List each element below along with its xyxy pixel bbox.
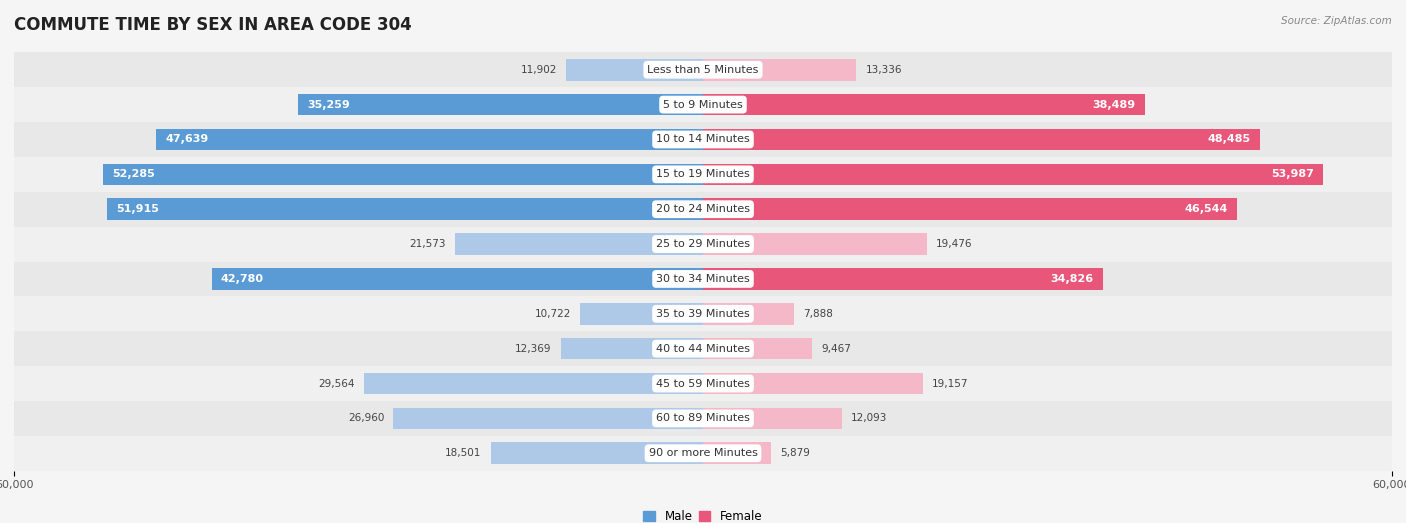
- Bar: [703, 442, 770, 464]
- Bar: [156, 129, 703, 150]
- Bar: [14, 366, 1392, 401]
- Bar: [212, 268, 703, 290]
- Text: 20 to 24 Minutes: 20 to 24 Minutes: [657, 204, 749, 214]
- Bar: [703, 407, 842, 429]
- Text: 60 to 89 Minutes: 60 to 89 Minutes: [657, 413, 749, 424]
- Text: 90 or more Minutes: 90 or more Minutes: [648, 448, 758, 458]
- Bar: [14, 297, 1392, 331]
- Bar: [394, 407, 703, 429]
- Text: 52,285: 52,285: [112, 169, 155, 179]
- Bar: [703, 198, 1237, 220]
- Text: 47,639: 47,639: [165, 134, 208, 144]
- Bar: [456, 233, 703, 255]
- Text: 21,573: 21,573: [409, 239, 446, 249]
- Bar: [298, 94, 703, 116]
- Text: 12,369: 12,369: [515, 344, 551, 354]
- Text: 46,544: 46,544: [1185, 204, 1229, 214]
- Text: 40 to 44 Minutes: 40 to 44 Minutes: [657, 344, 749, 354]
- Bar: [703, 373, 922, 394]
- Text: 13,336: 13,336: [865, 65, 901, 75]
- Text: 18,501: 18,501: [446, 448, 481, 458]
- Text: 10 to 14 Minutes: 10 to 14 Minutes: [657, 134, 749, 144]
- Text: 19,476: 19,476: [936, 239, 973, 249]
- Bar: [14, 122, 1392, 157]
- Text: 53,987: 53,987: [1271, 169, 1313, 179]
- Text: 15 to 19 Minutes: 15 to 19 Minutes: [657, 169, 749, 179]
- Bar: [14, 157, 1392, 192]
- Bar: [364, 373, 703, 394]
- Text: 7,888: 7,888: [803, 309, 832, 319]
- Bar: [703, 233, 927, 255]
- Text: 19,157: 19,157: [932, 379, 969, 389]
- Text: 51,915: 51,915: [117, 204, 159, 214]
- Text: 34,826: 34,826: [1050, 274, 1094, 284]
- Text: 11,902: 11,902: [520, 65, 557, 75]
- Text: 35,259: 35,259: [308, 99, 350, 110]
- Bar: [703, 338, 811, 359]
- Text: 48,485: 48,485: [1208, 134, 1250, 144]
- Legend: Male, Female: Male, Female: [638, 505, 768, 523]
- Bar: [703, 303, 793, 325]
- Bar: [14, 52, 1392, 87]
- Bar: [579, 303, 703, 325]
- Bar: [14, 226, 1392, 262]
- Bar: [703, 164, 1323, 185]
- Text: Source: ZipAtlas.com: Source: ZipAtlas.com: [1281, 16, 1392, 26]
- Text: 12,093: 12,093: [851, 413, 887, 424]
- Text: 30 to 34 Minutes: 30 to 34 Minutes: [657, 274, 749, 284]
- Bar: [703, 59, 856, 81]
- Bar: [703, 268, 1102, 290]
- Bar: [703, 129, 1260, 150]
- Bar: [567, 59, 703, 81]
- Bar: [103, 164, 703, 185]
- Text: 10,722: 10,722: [534, 309, 571, 319]
- Text: 5,879: 5,879: [780, 448, 810, 458]
- Text: COMMUTE TIME BY SEX IN AREA CODE 304: COMMUTE TIME BY SEX IN AREA CODE 304: [14, 16, 412, 33]
- Bar: [14, 262, 1392, 297]
- Text: 42,780: 42,780: [221, 274, 264, 284]
- Bar: [107, 198, 703, 220]
- Bar: [703, 94, 1144, 116]
- Text: 25 to 29 Minutes: 25 to 29 Minutes: [657, 239, 749, 249]
- Text: 5 to 9 Minutes: 5 to 9 Minutes: [664, 99, 742, 110]
- Bar: [14, 331, 1392, 366]
- Bar: [14, 87, 1392, 122]
- Bar: [14, 192, 1392, 226]
- Text: 38,489: 38,489: [1092, 99, 1136, 110]
- Text: Less than 5 Minutes: Less than 5 Minutes: [647, 65, 759, 75]
- Text: 9,467: 9,467: [821, 344, 851, 354]
- Bar: [14, 436, 1392, 471]
- Text: 26,960: 26,960: [347, 413, 384, 424]
- Bar: [561, 338, 703, 359]
- Bar: [491, 442, 703, 464]
- Text: 35 to 39 Minutes: 35 to 39 Minutes: [657, 309, 749, 319]
- Bar: [14, 401, 1392, 436]
- Text: 29,564: 29,564: [318, 379, 354, 389]
- Text: 45 to 59 Minutes: 45 to 59 Minutes: [657, 379, 749, 389]
